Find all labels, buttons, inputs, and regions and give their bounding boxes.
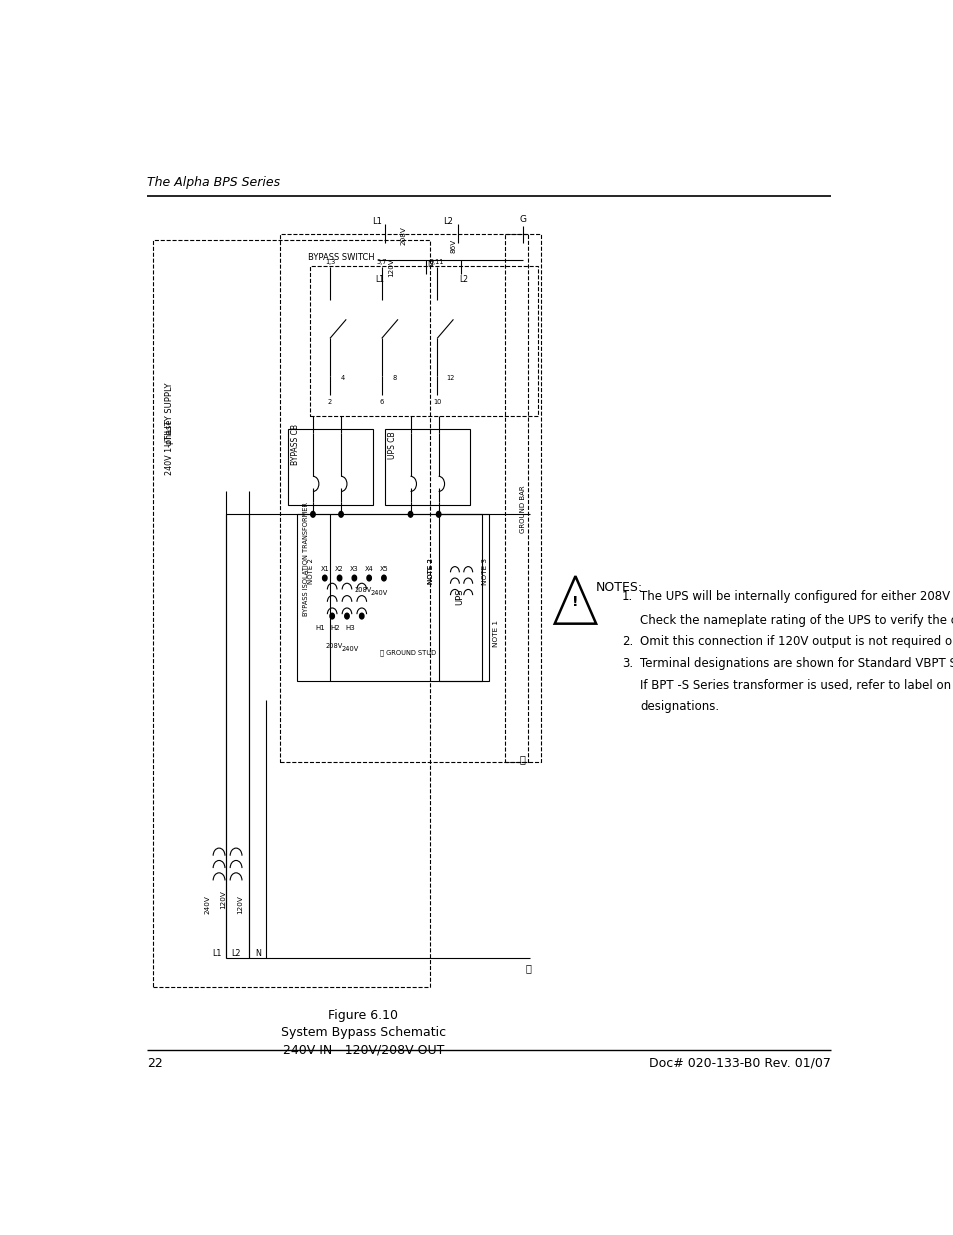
Text: System Bypass Schematic: System Bypass Schematic: [280, 1026, 445, 1039]
Text: 240V: 240V: [371, 590, 388, 597]
Text: L1: L1: [372, 217, 381, 226]
Bar: [438, 514, 481, 680]
Text: BYPASS ISOLATION TRANSFORMER: BYPASS ISOLATION TRANSFORMER: [302, 501, 308, 616]
Circle shape: [344, 614, 349, 619]
Bar: [152, 241, 429, 987]
Text: Terminal designations are shown for Standard VBPT Series.: Terminal designations are shown for Stan…: [639, 657, 953, 669]
Text: 120V: 120V: [388, 258, 394, 277]
Text: 2: 2: [328, 399, 332, 405]
Text: X5: X5: [379, 566, 388, 572]
Text: 240V IN - 120V/208V OUT: 240V IN - 120V/208V OUT: [282, 1044, 443, 1056]
Text: 9,11: 9,11: [430, 259, 444, 266]
Text: NOTE 2: NOTE 2: [428, 558, 434, 584]
Text: designations.: designations.: [639, 700, 719, 713]
Text: 6: 6: [379, 399, 383, 405]
Text: The UPS will be internally configured for either 208V or 240V output.: The UPS will be internally configured fo…: [639, 590, 953, 604]
Text: N: N: [255, 950, 261, 958]
Circle shape: [408, 511, 413, 517]
Text: The Alpha BPS Series: The Alpha BPS Series: [147, 177, 280, 189]
Text: Doc# 020-133-B0 Rev. 01/07: Doc# 020-133-B0 Rev. 01/07: [648, 1056, 830, 1070]
Text: !: !: [572, 595, 578, 609]
Text: N: N: [426, 259, 433, 269]
Text: 240V: 240V: [205, 895, 211, 914]
Text: Omit this connection if 120V output is not required or available.: Omit this connection if 120V output is n…: [639, 635, 953, 648]
Text: 120V: 120V: [219, 890, 226, 909]
Text: H1: H1: [315, 625, 325, 631]
Text: L2: L2: [458, 275, 468, 284]
Circle shape: [436, 511, 440, 517]
Bar: [310, 266, 537, 416]
Text: 1,3: 1,3: [325, 259, 335, 266]
Circle shape: [352, 576, 356, 580]
Text: L2: L2: [443, 217, 453, 226]
Text: 120V: 120V: [236, 895, 242, 914]
Text: X4: X4: [364, 566, 374, 572]
Text: NOTES:: NOTES:: [596, 580, 642, 594]
Bar: [280, 233, 528, 762]
Text: UTILITY SUPPLY: UTILITY SUPPLY: [165, 383, 173, 446]
Text: NOTE 3: NOTE 3: [481, 558, 488, 585]
Circle shape: [367, 576, 371, 580]
Text: 8: 8: [393, 375, 396, 382]
Bar: [288, 429, 373, 505]
Text: X3: X3: [350, 566, 358, 572]
Text: BYPASS SWITCH: BYPASS SWITCH: [308, 253, 374, 262]
Circle shape: [381, 576, 386, 580]
Polygon shape: [554, 576, 596, 624]
Bar: [505, 233, 540, 762]
Text: 2.: 2.: [621, 635, 633, 648]
Text: NOTE 2: NOTE 2: [308, 558, 314, 584]
Text: 10: 10: [433, 399, 441, 405]
Text: 208V: 208V: [355, 588, 372, 593]
Text: 22: 22: [147, 1056, 163, 1070]
Text: 240V 1-phase: 240V 1-phase: [165, 420, 173, 475]
Circle shape: [359, 614, 364, 619]
Text: L2: L2: [232, 950, 241, 958]
Text: 208V: 208V: [400, 226, 407, 245]
Text: X2: X2: [335, 566, 344, 572]
Circle shape: [330, 614, 335, 619]
Text: ⏚: ⏚: [519, 753, 525, 763]
Text: ⏚ GROUND STUD: ⏚ GROUND STUD: [379, 648, 436, 656]
Text: 240V: 240V: [341, 646, 358, 652]
Circle shape: [322, 576, 327, 580]
Text: BYPASS CB: BYPASS CB: [291, 425, 299, 466]
Text: X1: X1: [320, 566, 329, 572]
Circle shape: [337, 576, 341, 580]
Text: 86V: 86V: [450, 240, 456, 253]
Text: 3.: 3.: [621, 657, 633, 669]
Text: G: G: [518, 215, 526, 224]
Circle shape: [311, 511, 314, 517]
Bar: [296, 514, 488, 680]
Text: 5,7: 5,7: [376, 259, 387, 266]
Circle shape: [338, 511, 343, 517]
Text: NOTE 2: NOTE 2: [428, 558, 434, 584]
Text: L1: L1: [212, 950, 221, 958]
Text: UPS CB: UPS CB: [388, 431, 396, 458]
Text: NOTE 1: NOTE 1: [493, 620, 498, 647]
Text: 1.: 1.: [621, 590, 633, 604]
Text: H3: H3: [345, 625, 355, 631]
Bar: [385, 429, 470, 505]
Text: 12: 12: [446, 375, 455, 382]
Text: If BPT -S Series transformer is used, refer to label on transformer for actual t: If BPT -S Series transformer is used, re…: [639, 679, 953, 692]
Text: UPS: UPS: [456, 589, 464, 605]
Text: GROUND BAR: GROUND BAR: [519, 485, 525, 534]
Text: Check the nameplate rating of the UPS to verify the correct voltage.: Check the nameplate rating of the UPS to…: [639, 614, 953, 627]
Text: H2: H2: [330, 625, 339, 631]
Text: 4: 4: [341, 375, 345, 382]
Text: 208V: 208V: [325, 643, 342, 650]
Text: ⏚: ⏚: [524, 963, 531, 973]
Text: L1: L1: [375, 275, 384, 284]
Text: Figure 6.10: Figure 6.10: [328, 1009, 397, 1021]
